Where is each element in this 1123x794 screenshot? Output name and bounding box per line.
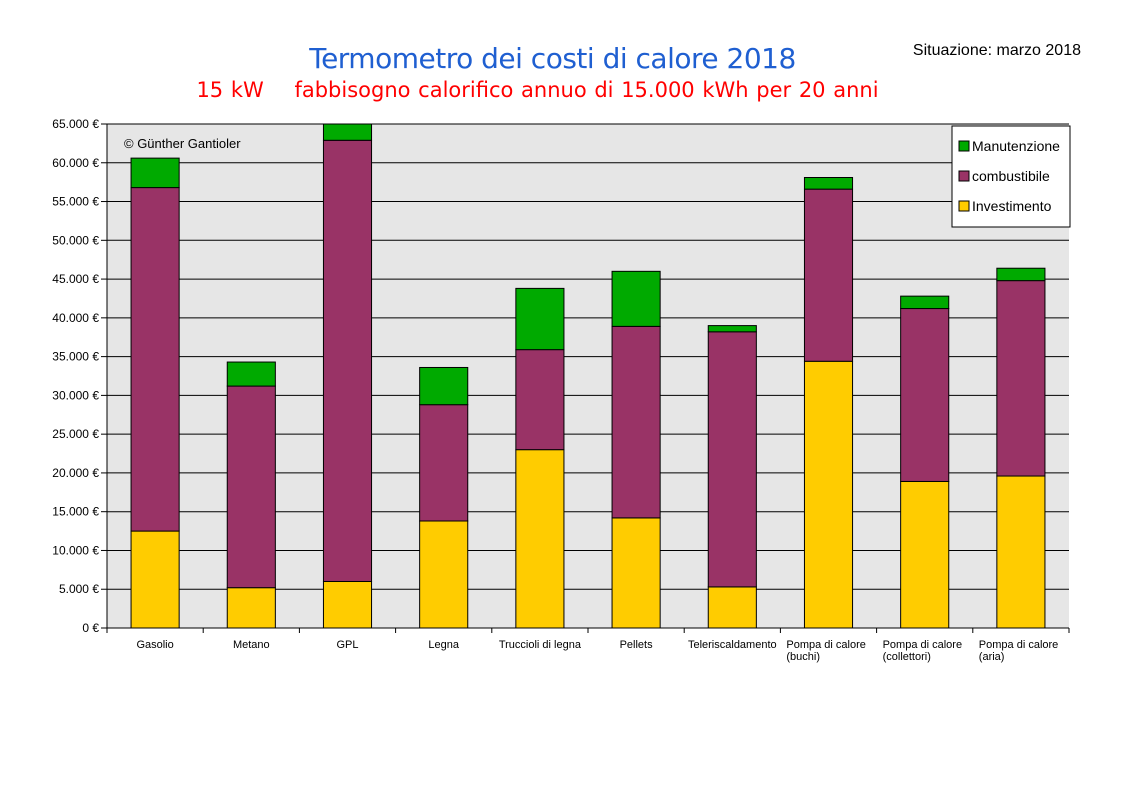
y-tick-label: 30.000 € [52, 388, 99, 402]
bar-combustibile [611, 325, 661, 519]
chart-subtitle: 15 kW fabbisogno calorifico annuo di 15.… [196, 78, 879, 102]
x-tick-label: Pompa di calore [979, 639, 1059, 651]
bar-manutenzione [996, 267, 1046, 282]
y-tick-label: 25.000 € [52, 427, 99, 441]
y-tick-label: 40.000 € [52, 311, 99, 325]
bar-manutenzione [322, 123, 373, 141]
x-tick-label: Pompa di calore [786, 639, 866, 651]
legend-box [951, 125, 1071, 228]
bars [130, 123, 1046, 629]
y-tick-label: 15.000 € [52, 505, 99, 519]
bar-combustibile [996, 280, 1046, 477]
y-tick-label: 20.000 € [52, 466, 99, 480]
y-tick-label: 5.000 € [59, 582, 99, 596]
bar-manutenzione [419, 366, 469, 406]
y-tick-label: 60.000 € [52, 156, 99, 170]
x-tick-label: Gasolio [136, 639, 173, 651]
y-tick-label: 45.000 € [52, 272, 99, 286]
bar-manutenzione [515, 287, 565, 351]
bar-combustibile [803, 188, 854, 362]
legend-label: combustibile [972, 168, 1050, 184]
bar-manutenzione [226, 361, 276, 387]
bar-manutenzione [803, 177, 854, 190]
x-tick-label: Legna [428, 639, 459, 651]
legend-label: Manutenzione [972, 138, 1060, 154]
bar-investimento [322, 580, 373, 629]
y-tick-label: 0 € [82, 621, 99, 635]
bar-combustibile [130, 187, 180, 532]
bar-investimento [611, 517, 661, 629]
x-tick-label: GPL [336, 639, 358, 651]
x-tick-label: Truccioli di legna [499, 639, 582, 651]
y-tick-label: 35.000 € [52, 350, 99, 364]
legend-swatch [958, 140, 970, 152]
y-tick-label: 50.000 € [52, 233, 99, 247]
bar-combustibile [226, 385, 276, 589]
y-axis: 0 € 5.000 € 10.000 € 15.000 € 20.000 € 25.000… [52, 117, 108, 635]
x-tick-label: Pompa di calore [883, 639, 963, 651]
bar-investimento [996, 475, 1046, 629]
bar-investimento [226, 587, 276, 629]
chart-title: Termometro dei costi di calore 2018 [309, 42, 796, 75]
bar-investimento [515, 449, 565, 629]
x-tick-label: Teleriscaldamento [688, 639, 777, 651]
y-tick-label: 10.000 € [52, 543, 99, 557]
bar-investimento [803, 360, 854, 629]
bar-manutenzione [130, 157, 180, 189]
x-tick-label: (collettori) [883, 651, 931, 663]
bar-investimento [900, 480, 950, 629]
x-tick-label: (aria) [979, 651, 1005, 663]
bar-combustibile [322, 139, 373, 582]
legend-swatch [958, 200, 970, 212]
legend-swatch [958, 170, 970, 182]
bar-combustibile [707, 331, 757, 588]
x-tick-label: (buchi) [786, 651, 820, 663]
copyright-note: © Günther Gantioler [124, 136, 241, 151]
x-tick-label: Pellets [620, 639, 654, 651]
bar-combustibile [900, 308, 950, 482]
situation-date: Situazione: marzo 2018 [912, 42, 1081, 59]
x-tick-label: Metano [233, 639, 270, 651]
y-tick-label: 55.000 € [52, 195, 99, 209]
bar-manutenzione [900, 295, 950, 310]
y-tick-label: 65.000 € [52, 117, 99, 131]
bar-investimento [419, 520, 469, 629]
x-axis: Gasolio Metano GPL Legna Truccioli di legna P… [106, 627, 1070, 663]
legend: Manutenzione combustibile Investimento [951, 125, 1071, 228]
bar-combustibile [419, 404, 469, 522]
bar-investimento [130, 530, 180, 629]
bar-manutenzione [707, 325, 757, 333]
bar-manutenzione [611, 270, 661, 327]
legend-label: Investimento [972, 198, 1052, 214]
bar-investimento [707, 586, 757, 629]
bar-combustibile [515, 349, 565, 451]
